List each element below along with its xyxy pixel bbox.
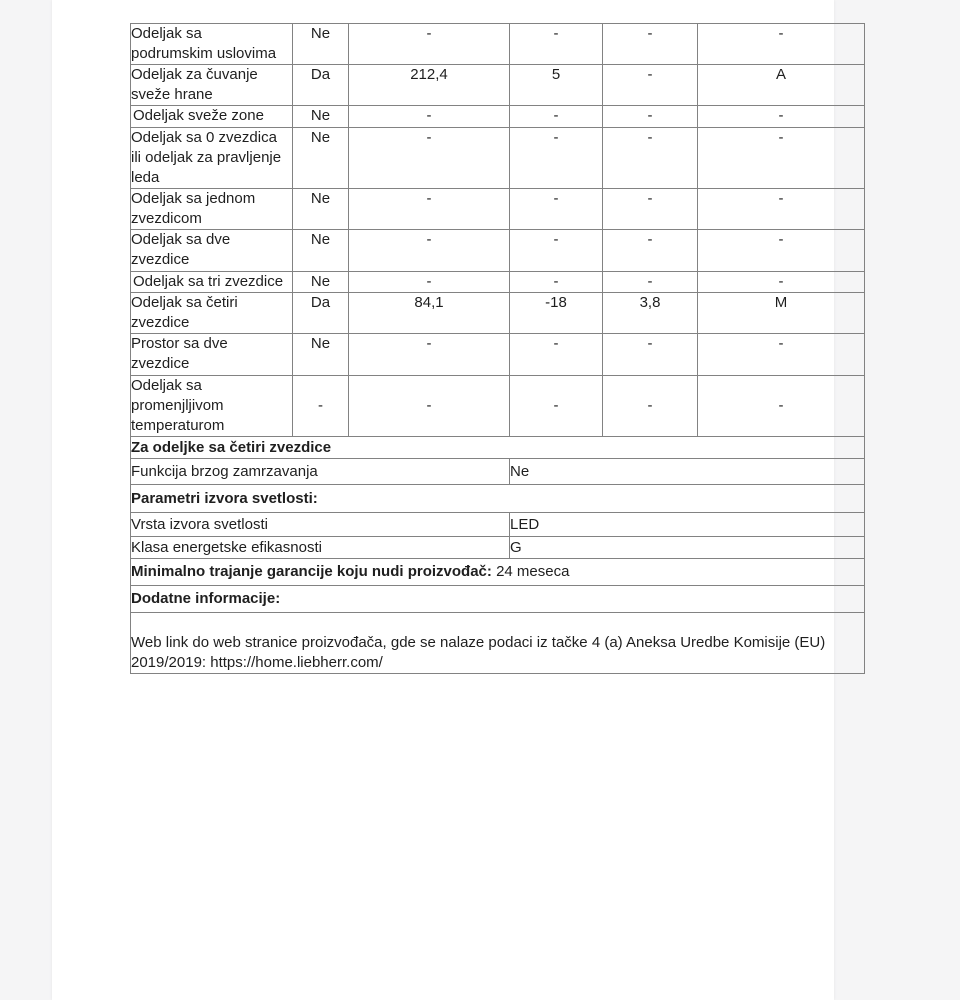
- product-spec-table: Odeljak sa podrumskim uslovima Ne - - - …: [130, 23, 865, 674]
- table-row: Odeljak sa 0 zvezdica ili odeljak za pra…: [130, 127, 865, 189]
- compartment-label: Prostor sa dve zvezdice: [130, 333, 293, 376]
- energy-class-value: G: [509, 536, 865, 559]
- cell-value: Ne: [292, 271, 349, 293]
- spec-table: Odeljak sa podrumskim uslovima Ne - - - …: [130, 23, 865, 674]
- energy-class-label: Klasa energetske efikasnosti: [130, 536, 510, 559]
- manufacturer-url[interactable]: https://home.liebherr.com/: [210, 654, 383, 671]
- cell-value: -: [348, 375, 510, 437]
- light-type-label: Vrsta izvora svetlosti: [130, 512, 510, 537]
- table-row: Odeljak sa promenjljivom temperaturom - …: [130, 375, 865, 437]
- light-type-value: LED: [509, 512, 865, 537]
- cell-value: -: [697, 23, 865, 65]
- cell-value: 3,8: [602, 292, 698, 334]
- cell-value: -: [509, 271, 603, 293]
- compartment-label: Odeljak sa podrumskim uslovima: [130, 23, 293, 65]
- table-row: Funkcija brzog zamrzavanja Ne: [130, 458, 865, 485]
- cell-value: -: [509, 23, 603, 65]
- cell-value: -: [348, 229, 510, 272]
- cell-value: -: [509, 333, 603, 376]
- cell-value: -: [602, 23, 698, 65]
- cell-value: -: [348, 105, 510, 128]
- cell-value: Da: [292, 64, 349, 106]
- compartment-label: Odeljak sa tri zvezdice: [130, 271, 293, 293]
- cell-value: -: [348, 127, 510, 189]
- compartment-label: Odeljak sa četiri zvezdice: [130, 292, 293, 334]
- table-row: Odeljak sa podrumskim uslovima Ne - - - …: [130, 23, 865, 65]
- document-page: Odeljak sa podrumskim uslovima Ne - - - …: [52, 0, 865, 1000]
- table-row: Parametri izvora svetlosti:: [130, 484, 865, 513]
- cell-value: Da: [292, 292, 349, 334]
- cell-value: -18: [509, 292, 603, 334]
- compartment-label: Odeljak sa jednom zvezdicom: [130, 188, 293, 230]
- warranty-label: Minimalno trajanje garancije koju nudi p…: [131, 563, 492, 580]
- cell-value: -: [602, 188, 698, 230]
- compartment-label: Odeljak sa promenjljivom temperaturom: [130, 375, 293, 437]
- table-row: Odeljak za čuvanje sveže hrane Da 212,4 …: [130, 64, 865, 106]
- compartment-label: Odeljak za čuvanje sveže hrane: [130, 64, 293, 106]
- compartment-label: Odeljak sa dve zvezdice: [130, 229, 293, 272]
- cell-value: Ne: [292, 105, 349, 128]
- table-row: Odeljak sa tri zvezdice Ne - - - -: [130, 271, 865, 293]
- cell-value: -: [697, 271, 865, 293]
- cell-value: Ne: [292, 188, 349, 230]
- cell-value: -: [697, 105, 865, 128]
- cell-value: -: [348, 23, 510, 65]
- cell-value: 84,1: [348, 292, 510, 334]
- table-row: Dodatne informacije:: [130, 585, 865, 613]
- table-row: Web link do web stranice proizvođača, gd…: [130, 612, 865, 674]
- cell-value: -: [509, 105, 603, 128]
- weblink-row: Web link do web stranice proizvođača, gd…: [130, 612, 865, 674]
- cell-value: -: [509, 127, 603, 189]
- cell-value: -: [602, 127, 698, 189]
- compartment-label: Odeljak sveže zone: [130, 105, 293, 128]
- cell-value: -: [697, 229, 865, 272]
- cell-value: Ne: [292, 333, 349, 376]
- cell-value: A: [697, 64, 865, 106]
- section-header-light: Parametri izvora svetlosti:: [130, 484, 865, 513]
- cell-value: -: [602, 271, 698, 293]
- cell-value: -: [602, 229, 698, 272]
- cell-value: -: [509, 188, 603, 230]
- table-row: Klasa energetske efikasnosti G: [130, 536, 865, 559]
- fast-freeze-label: Funkcija brzog zamrzavanja: [130, 458, 510, 485]
- table-row: Vrsta izvora svetlosti LED: [130, 512, 865, 537]
- table-row: Odeljak sa jednom zvezdicom Ne - - - -: [130, 188, 865, 230]
- table-row: Za odeljke sa četiri zvezdice: [130, 436, 865, 459]
- cell-value: -: [697, 188, 865, 230]
- table-row: Minimalno trajanje garancije koju nudi p…: [130, 558, 865, 586]
- cell-value: 5: [509, 64, 603, 106]
- cell-value: -: [292, 375, 349, 437]
- section-header-additional-info: Dodatne informacije:: [130, 585, 865, 613]
- table-row: Odeljak sveže zone Ne - - - -: [130, 105, 865, 128]
- cell-value: -: [348, 188, 510, 230]
- cell-value: M: [697, 292, 865, 334]
- warranty-value: 24 meseca: [496, 563, 570, 580]
- compartment-label: Odeljak sa 0 zvezdica ili odeljak za pra…: [130, 127, 293, 189]
- cell-value: 212,4: [348, 64, 510, 106]
- table-row: Odeljak sa četiri zvezdice Da 84,1 -18 3…: [130, 292, 865, 334]
- table-row: Prostor sa dve zvezdice Ne - - - -: [130, 333, 865, 376]
- cell-value: -: [602, 333, 698, 376]
- cell-value: -: [348, 271, 510, 293]
- cell-value: -: [602, 105, 698, 128]
- table-row: Odeljak sa dve zvezdice Ne - - - -: [130, 229, 865, 272]
- fast-freeze-value: Ne: [509, 458, 865, 485]
- weblink-text: Web link do web stranice proizvođača, gd…: [131, 634, 826, 671]
- section-header-four-star: Za odeljke sa četiri zvezdice: [130, 436, 865, 459]
- cell-value: -: [602, 375, 698, 437]
- cell-value: -: [697, 127, 865, 189]
- cell-value: -: [602, 64, 698, 106]
- warranty-row: Minimalno trajanje garancije koju nudi p…: [130, 558, 865, 586]
- cell-value: -: [697, 375, 865, 437]
- cell-value: Ne: [292, 23, 349, 65]
- cell-value: Ne: [292, 229, 349, 272]
- cell-value: -: [509, 375, 603, 437]
- cell-value: -: [509, 229, 603, 272]
- cell-value: -: [348, 333, 510, 376]
- cell-value: -: [697, 333, 865, 376]
- cell-value: Ne: [292, 127, 349, 189]
